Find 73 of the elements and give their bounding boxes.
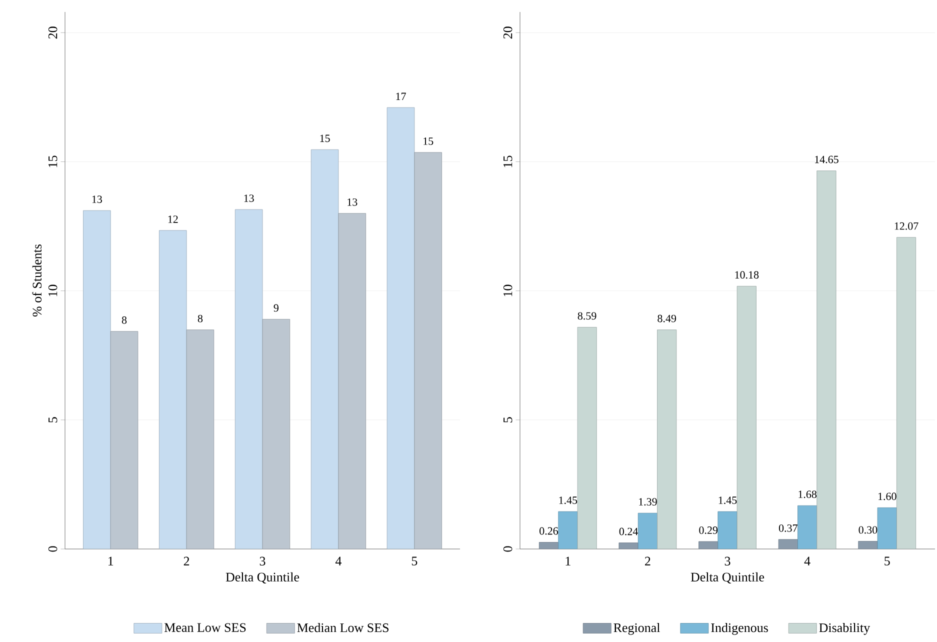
x-axis-title: Delta Quintile — [690, 572, 764, 584]
bar — [577, 327, 597, 549]
data-label: 1.68 — [798, 490, 817, 498]
x-tick-label: 2 — [645, 556, 650, 566]
bar — [718, 511, 738, 549]
x-tick-label: 1 — [566, 556, 570, 566]
legend-label: Median Low SES — [297, 623, 388, 632]
bar — [657, 330, 677, 549]
data-label: 1.39 — [639, 498, 657, 506]
data-label: 1.60 — [878, 492, 896, 500]
y-tick-label: 15 — [48, 156, 58, 168]
data-label: 8 — [198, 314, 203, 322]
bar — [110, 331, 138, 549]
y-tick-label: 0 — [503, 546, 512, 552]
bar — [558, 511, 578, 549]
data-label: 0.24 — [619, 528, 638, 536]
y-axis-title: % of Students — [32, 244, 42, 317]
bar — [310, 149, 339, 549]
bar — [338, 213, 366, 549]
x-tick-label: 5 — [884, 556, 890, 566]
bar — [234, 209, 263, 549]
bar — [159, 230, 187, 549]
legend-label: Indigenous — [711, 623, 768, 635]
data-label: 1.45 — [718, 496, 737, 504]
data-label: 8 — [122, 316, 127, 324]
legend-label: Disability — [819, 623, 870, 635]
bar — [262, 319, 290, 549]
bar — [83, 210, 111, 549]
data-label: 13 — [244, 194, 254, 202]
x-axis-title: Delta Quintile — [226, 572, 300, 584]
data-label: 13 — [348, 198, 358, 206]
data-label: 13 — [92, 196, 102, 203]
bar — [736, 286, 756, 549]
data-label: 0.26 — [540, 527, 558, 535]
x-tick-label: 1 — [108, 556, 114, 566]
data-label: 8.49 — [658, 314, 676, 322]
data-label: 0.30 — [858, 526, 878, 534]
data-label: 12.07 — [894, 222, 918, 230]
data-label: 12 — [168, 216, 178, 223]
data-label: 15 — [424, 138, 434, 145]
bar — [816, 170, 836, 549]
y-tick-label: 10 — [48, 284, 58, 296]
data-label: 0.29 — [699, 526, 718, 534]
x-tick-label: 4 — [335, 556, 342, 566]
legend-label: Mean Low SES — [164, 623, 246, 632]
data-label: 17 — [396, 92, 406, 100]
bar — [896, 237, 916, 549]
data-label: 10.18 — [735, 271, 759, 279]
bar — [638, 512, 658, 549]
x-tick-label: 3 — [260, 556, 266, 566]
x-tick-label: 4 — [804, 556, 810, 566]
y-tick-label: 10 — [503, 284, 512, 296]
y-tick-label: 20 — [48, 26, 58, 39]
data-label: 8.59 — [578, 312, 596, 320]
y-tick-label: 5 — [48, 417, 58, 422]
bar — [877, 507, 897, 549]
y-tick-label: 15 — [504, 156, 512, 168]
data-label: 0.37 — [778, 524, 798, 532]
bar — [414, 152, 442, 549]
bar — [386, 107, 415, 549]
data-label: 15 — [320, 134, 330, 142]
legend-label: Regional — [614, 623, 660, 635]
y-tick-label: 0 — [48, 546, 58, 552]
x-tick-label: 2 — [184, 556, 190, 566]
x-tick-label: 5 — [412, 556, 418, 566]
bar — [186, 330, 214, 549]
x-tick-label: 3 — [724, 556, 730, 566]
y-tick-label: 5 — [504, 417, 512, 422]
data-label: 1.45 — [559, 496, 578, 504]
bar — [798, 505, 818, 549]
data-label: 9 — [274, 304, 278, 312]
y-tick-label: 20 — [503, 26, 512, 39]
data-label: 14.65 — [815, 156, 838, 164]
